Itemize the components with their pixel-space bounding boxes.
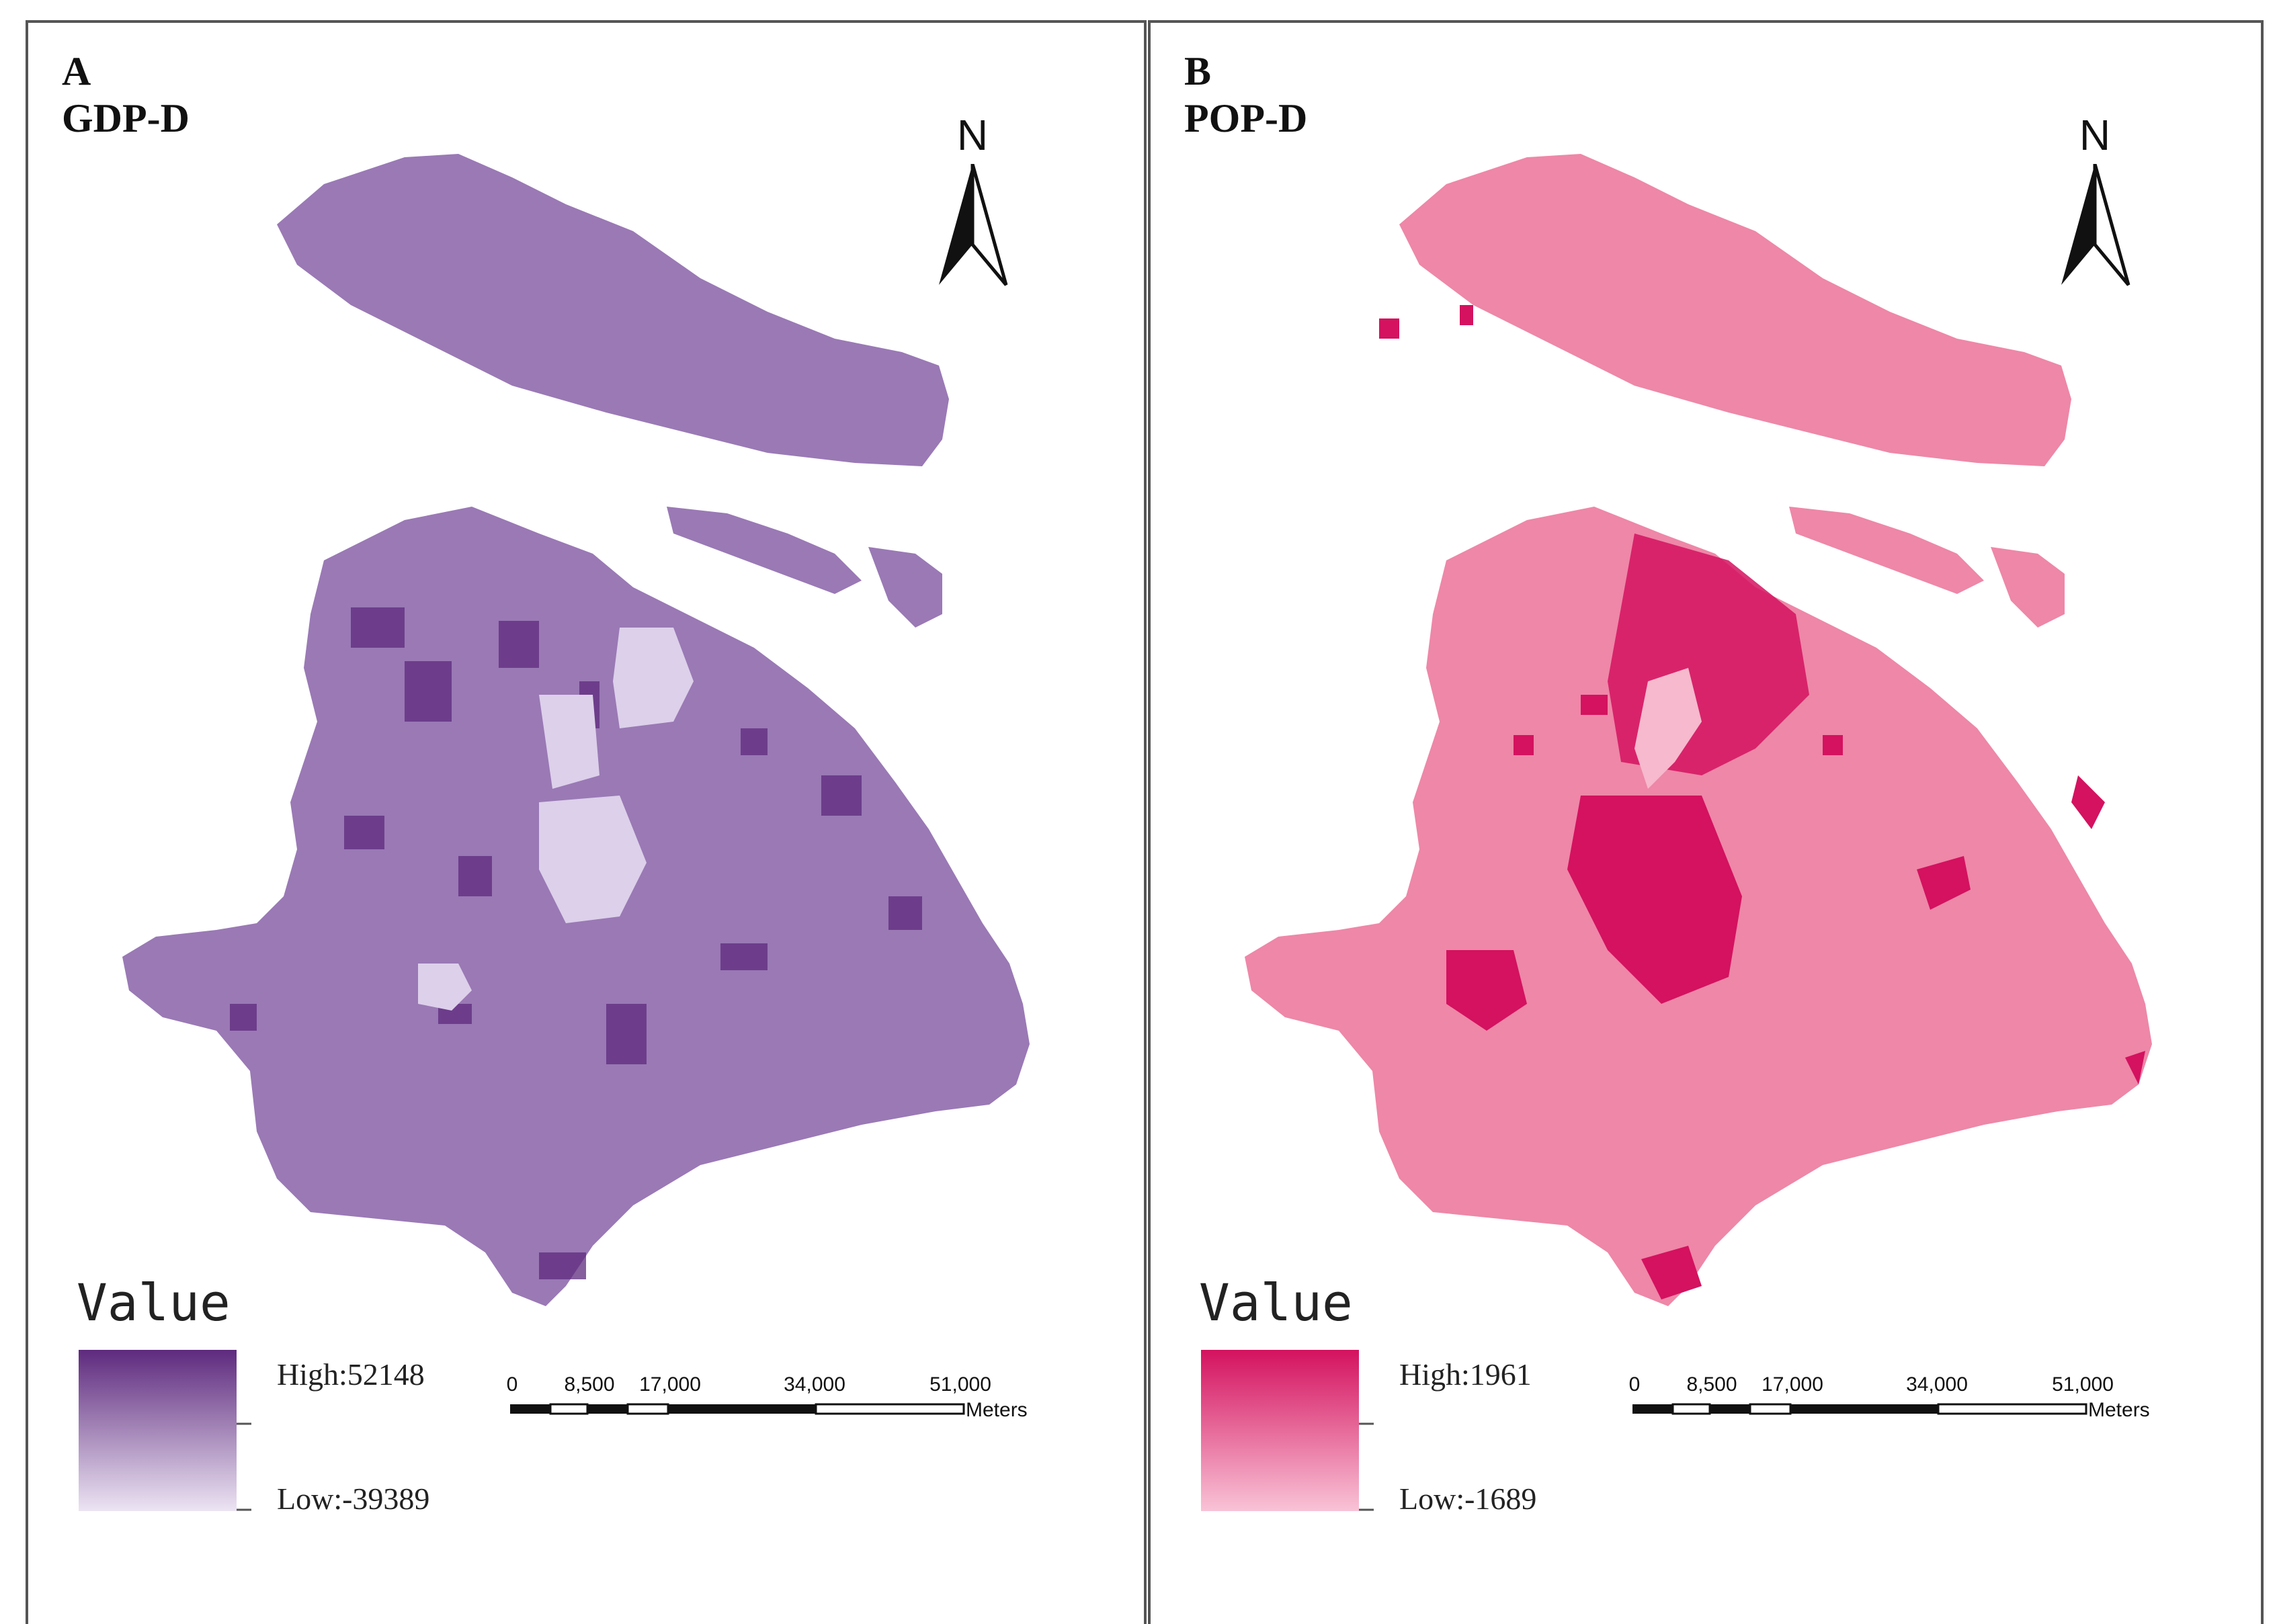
legend-ticks	[1359, 1422, 1374, 1511]
pop-map	[1245, 154, 2152, 1306]
scale-tick-label: 0	[506, 1373, 518, 1396]
legend-color-ramp	[79, 1350, 237, 1511]
scale-tick-label: 8,500	[564, 1373, 615, 1396]
island-hengsha	[1991, 547, 2065, 628]
scale-tick-label: 8,500	[1686, 1373, 1737, 1396]
map-panel-pop: B POP-D N Value High:1961 Low:-1689 0 8,…	[1148, 20, 2264, 1624]
panel-title: POP-D	[1184, 96, 1308, 140]
scale-bar: 0 8,500 17,000 34,000 51,000 Meters	[1628, 1373, 2169, 1434]
scale-tick-label: 0	[1628, 1373, 1641, 1396]
scale-tick-label: 17,000	[1762, 1373, 1823, 1396]
legend-high-label: High:1961	[1399, 1357, 1532, 1392]
low-value-patches	[418, 628, 694, 1011]
legend-title: Value	[1199, 1273, 1353, 1332]
legend-color-ramp	[1201, 1350, 1359, 1511]
island-changxing	[667, 507, 862, 594]
scale-units: Meters	[2088, 1399, 2150, 1421]
north-arrow-icon	[939, 164, 1008, 286]
scale-tick-label: 34,000	[784, 1373, 845, 1396]
legend-title: Value	[77, 1273, 231, 1332]
panel-letter: B	[1184, 49, 1212, 93]
island-chongming	[1399, 154, 2071, 466]
island-hengsha	[868, 547, 942, 628]
low-value-patches	[1634, 668, 1702, 789]
north-arrow-icon	[2061, 164, 2130, 286]
island-changxing	[1789, 507, 1984, 594]
north-label: N	[956, 111, 989, 159]
island-chongming	[277, 154, 949, 466]
map-panel-gdp: A GDP-D N Value High:52148 Low:-39389 0 …	[26, 20, 1147, 1624]
north-label: N	[2079, 111, 2111, 159]
scale-bar-graphic	[1632, 1403, 2087, 1415]
scale-tick-label: 51,000	[929, 1373, 991, 1396]
scale-tick-label: 34,000	[1906, 1373, 1968, 1396]
legend-low-label: Low:-1689	[1399, 1482, 1537, 1516]
panel-title: GDP-D	[62, 96, 190, 140]
north-arrow: N	[925, 110, 1020, 305]
scale-bar-graphic	[510, 1403, 965, 1415]
legend-high-label: High:52148	[277, 1357, 425, 1392]
scale-tick-label: 51,000	[2052, 1373, 2114, 1396]
scale-units: Meters	[966, 1399, 1028, 1421]
north-arrow: N	[2048, 110, 2142, 305]
legend-ticks	[237, 1422, 251, 1511]
scale-bar: 0 8,500 17,000 34,000 51,000 Meters	[506, 1373, 1046, 1434]
scale-tick-label: 17,000	[639, 1373, 701, 1396]
legend-low-label: Low:-39389	[277, 1482, 430, 1516]
gdp-map	[122, 154, 1030, 1306]
panel-letter: A	[62, 49, 91, 93]
